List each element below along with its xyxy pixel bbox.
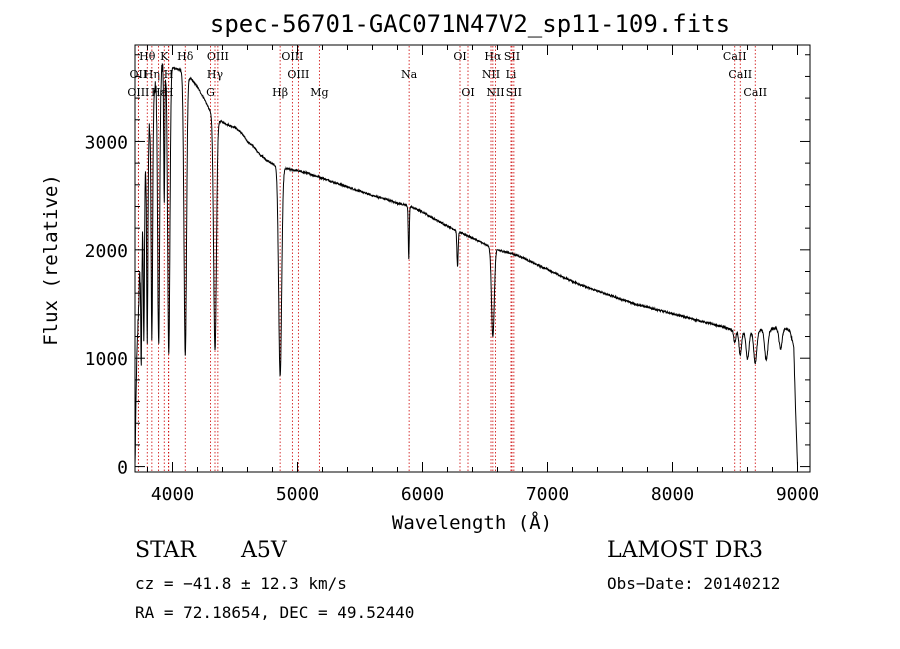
marker-label: CaII xyxy=(743,86,767,99)
marker-label: Hγ xyxy=(207,68,224,81)
marker-label: OIII xyxy=(207,50,229,63)
coordinates: RA = 72.18654, DEC = 49.52440 xyxy=(135,603,415,622)
y-tick-label: 0 xyxy=(117,458,128,479)
redshift-value: cz = −41.8 ± 12.3 km/s xyxy=(135,574,347,593)
line-markers: HθOIIHηOIIIHεKHHδHOIIIHγGOIIIOIIIHβMgNaO… xyxy=(127,46,767,471)
marker-label: OI xyxy=(453,50,466,63)
marker-label: Mg xyxy=(310,86,328,99)
x-tick-label: 5000 xyxy=(276,484,319,505)
marker-label: Hη xyxy=(144,68,160,81)
survey-name: LAMOST DR3 xyxy=(607,538,763,563)
marker-label: SII xyxy=(506,86,522,99)
marker-label: CaII xyxy=(723,50,747,63)
observation-date: Obs−Date: 20140212 xyxy=(607,574,781,593)
spectral-subclass: A5V xyxy=(241,538,287,563)
marker-label: G xyxy=(206,86,215,99)
x-tick-label: 8000 xyxy=(651,484,694,505)
y-tick-label: 1000 xyxy=(85,349,128,370)
marker-label: SII xyxy=(504,50,520,63)
marker-label: OIII xyxy=(281,50,303,63)
object-type: STAR xyxy=(135,538,196,563)
marker-label: OIII xyxy=(127,86,149,99)
spectrum-line xyxy=(134,63,798,466)
marker-label: NII xyxy=(486,86,504,99)
x-tick-label: 4000 xyxy=(151,484,194,505)
spectrum-series xyxy=(134,63,798,466)
marker-label: Na xyxy=(401,68,418,81)
marker-label: OIII xyxy=(287,68,309,81)
x-tick-label: 6000 xyxy=(401,484,444,505)
marker-label: CaII xyxy=(728,68,752,81)
marker-label: OI xyxy=(461,86,474,99)
marker-label: Hθ xyxy=(139,50,156,63)
x-tick-label: 7000 xyxy=(526,484,569,505)
chart-title: spec-56701-GAC071N47V2_sp11-109.fits xyxy=(210,10,730,38)
marker-label: Hα xyxy=(484,50,502,63)
marker-label: H xyxy=(164,86,174,99)
marker-label: Hδ xyxy=(177,50,194,63)
y-tick-label: 3000 xyxy=(85,132,128,153)
y-tick-label: 2000 xyxy=(85,241,128,262)
marker-label: K xyxy=(160,50,169,63)
marker-label: Hβ xyxy=(272,86,288,99)
marker-label: Li xyxy=(506,68,517,81)
x-axis-label: Wavelength (Å) xyxy=(392,511,552,534)
y-axis-label: Flux (relative) xyxy=(40,174,62,346)
x-tick-label: 9000 xyxy=(776,484,819,505)
axis-ticks: 4000 5000 6000 7000 8000 9000 0 1000 2000 3000 xyxy=(85,45,819,505)
marker-label: NII xyxy=(482,68,500,81)
